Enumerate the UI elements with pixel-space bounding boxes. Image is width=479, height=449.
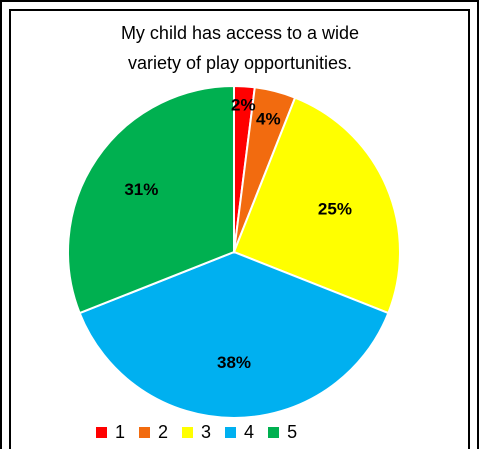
data-label-2: 4% — [256, 109, 281, 128]
data-label-1: 2% — [231, 95, 256, 114]
data-label-4: 38% — [217, 353, 251, 372]
pie-slice-4 — [78, 250, 390, 419]
legend-item-5: 5 — [268, 422, 297, 443]
legend-item-2: 2 — [139, 422, 168, 443]
chart-title: My child has access to a wide variety of… — [40, 18, 440, 78]
legend-swatch-1 — [96, 426, 107, 438]
legend-label-4: 4 — [244, 421, 255, 442]
legend-swatch-3 — [182, 426, 194, 438]
legend-item-4: 4 — [225, 422, 254, 443]
legend-label-1: 1 — [115, 421, 126, 442]
legend-label-5: 5 — [287, 421, 298, 442]
chart-legend: 1 2 3 4 5 — [96, 419, 311, 445]
data-label-5: 31% — [124, 180, 158, 199]
legend-swatch-5 — [268, 426, 280, 438]
pie-slice-3 — [232, 96, 401, 315]
legend-label-3: 3 — [201, 421, 212, 442]
pie-slice-5 — [67, 84, 235, 315]
legend-swatch-2 — [139, 426, 151, 438]
legend-item-3: 3 — [182, 422, 211, 443]
chart-title-line-1: My child has access to a wide — [120, 23, 360, 43]
legend-label-2: 2 — [158, 421, 169, 442]
legend-item-1: 1 — [96, 422, 125, 443]
chart-title-line-2: variety of play opportunities. — [127, 53, 353, 73]
data-label-3: 25% — [318, 199, 352, 218]
chart-area-border — [9, 9, 470, 449]
legend-swatch-4 — [225, 426, 237, 438]
